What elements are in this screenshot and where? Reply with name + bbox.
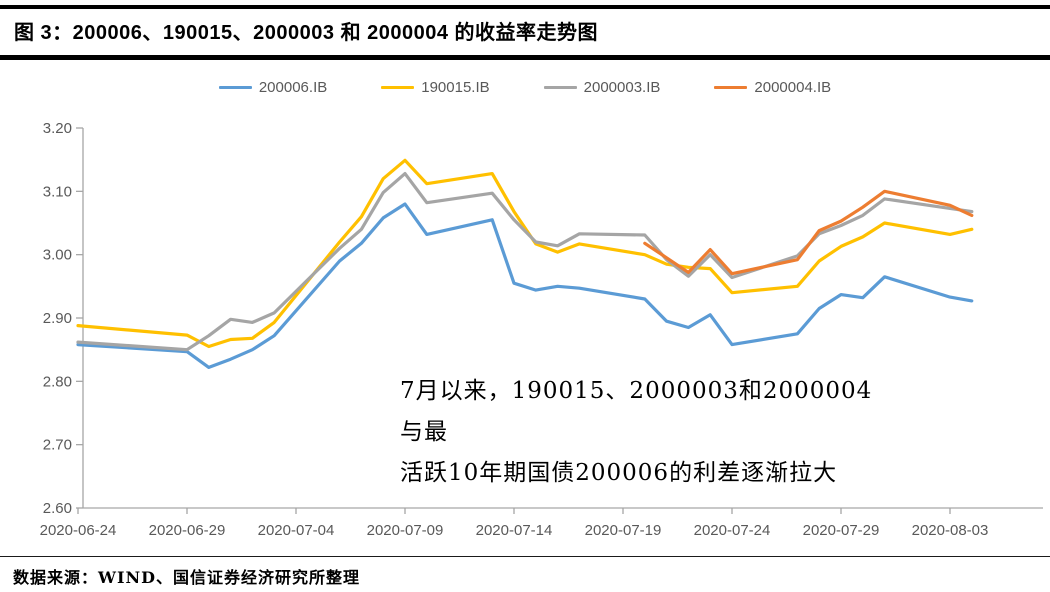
annotation-line-1: 7月以来，190015、2000003和2000004与最 <box>400 378 873 445</box>
series-line-2000003 <box>76 172 974 352</box>
annotation-line-2: 活跃10年期国债200006的利差逐渐拉大 <box>400 460 838 486</box>
x-axis-label: 2020-08-03 <box>912 522 989 539</box>
chart-annotation: 7月以来，190015、2000003和2000004与最 活跃10年期国债20… <box>400 371 880 494</box>
legend-line-swatch <box>218 85 252 89</box>
legend-item-190015: 190015.IB <box>381 78 490 96</box>
x-axis-label: 2020-07-04 <box>258 522 335 539</box>
y-axis-label: 3.00 <box>43 247 72 264</box>
data-source-note: 数据来源：WIND、国信证券经济研究所整理 <box>13 568 360 587</box>
footer-rule <box>0 556 1050 557</box>
x-axis-label: 2020-07-19 <box>585 522 662 539</box>
x-axis-label: 2020-06-24 <box>40 522 117 539</box>
x-axis-label: 2020-07-09 <box>367 522 444 539</box>
y-axis-label: 2.60 <box>43 500 72 517</box>
x-axis-label: 2020-07-14 <box>476 522 553 539</box>
chart-legend: 200006.IB 190015.IB 2000003.IB 2000004.IB <box>0 77 1050 97</box>
y-axis-label: 2.70 <box>43 437 72 454</box>
y-axis-label: 2.80 <box>43 373 72 390</box>
legend-item-2000004: 2000004.IB <box>714 79 831 96</box>
legend-item-200006: 200006.IB <box>218 78 328 96</box>
legend-label: 2000003.IB <box>583 78 661 96</box>
title-underline-rule <box>0 55 1050 60</box>
legend-line-swatch <box>714 85 748 89</box>
legend-label: 200006.IB <box>258 78 328 96</box>
legend-label: 2000004.IB <box>754 78 832 96</box>
y-axis-label: 2.90 <box>43 310 72 327</box>
series-line-200006 <box>76 202 974 369</box>
top-border-rule <box>0 5 1050 9</box>
x-axis-label: 2020-06-29 <box>149 522 226 539</box>
y-axis-label: 3.10 <box>43 183 72 200</box>
series-line-2000004 <box>643 189 974 276</box>
x-axis-label: 2020-07-24 <box>694 522 771 539</box>
x-axis-label: 2020-07-29 <box>803 522 880 539</box>
figure-title: 图 3：200006、190015、2000003 和 2000004 的收益率… <box>14 22 599 44</box>
legend-line-swatch <box>381 85 415 89</box>
series-line-190015 <box>76 158 974 349</box>
y-axis-label: 3.20 <box>43 120 72 137</box>
legend-line-swatch <box>543 85 577 89</box>
legend-item-2000003: 2000003.IB <box>543 78 661 96</box>
legend-label: 190015.IB <box>421 78 490 96</box>
